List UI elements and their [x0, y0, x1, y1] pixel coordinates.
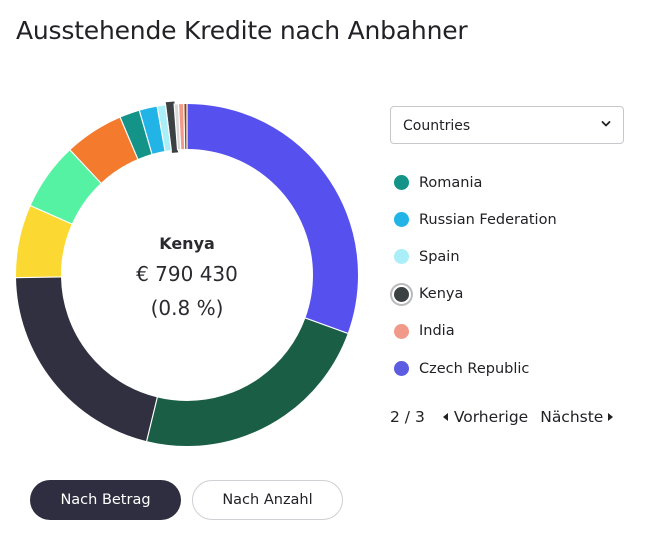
legend-label: Romania: [419, 174, 483, 191]
legend-dot-icon: [394, 212, 409, 228]
legend-label: Spain: [419, 248, 460, 265]
legend-item[interactable]: Russian Federation: [394, 201, 644, 238]
legend-item[interactable]: India: [394, 313, 644, 350]
legend-label: India: [419, 323, 455, 340]
slice-separator: [15, 276, 63, 279]
legend-item[interactable]: Czech Republic: [394, 350, 644, 387]
by-amount-button[interactable]: Nach Betrag: [30, 480, 181, 520]
center-country-name: Kenya: [159, 234, 215, 253]
donut-slice-unlabeled[interactable]: [16, 104, 358, 446]
center-percent: (0.8 %): [150, 296, 224, 320]
chart-legend: Romania Russian Federation Spain Kenya India…: [394, 164, 644, 387]
legend-item[interactable]: Kenya: [394, 276, 644, 313]
next-page-label: Nächste: [540, 408, 604, 426]
legend-dot-icon: [394, 286, 409, 302]
page-title: Ausstehende Kredite nach Anbahner: [16, 16, 468, 45]
grouping-select-value: Countries: [403, 118, 471, 134]
legend-dot-icon: [394, 361, 409, 377]
previous-page-button[interactable]: Vorherige: [442, 408, 529, 426]
donut-chart: Kenya € 790 430 (0.8 %): [0, 86, 374, 460]
slice-separator: [119, 116, 139, 161]
donut-chart-svg: [13, 101, 361, 449]
chevron-down-icon: [601, 121, 611, 127]
legend-item[interactable]: Romania: [394, 164, 644, 201]
slice-separator: [156, 105, 166, 153]
legend-label: Russian Federation: [419, 211, 557, 228]
slice-separator: [164, 104, 172, 152]
slice-separator: [69, 149, 103, 185]
next-page-button[interactable]: Nächste: [540, 408, 614, 426]
donut-slice-unlabeled[interactable]: [16, 104, 358, 446]
legend-item[interactable]: Spain: [394, 238, 644, 275]
legend-dot-icon: [394, 175, 409, 191]
center-amount: € 790 430: [136, 262, 238, 286]
legend-pager: 2 / 3 Vorherige Nächste: [390, 406, 614, 428]
slice-separator: [173, 103, 179, 151]
grouping-select[interactable]: Countries: [390, 106, 624, 144]
by-count-button[interactable]: Nach Anzahl: [192, 480, 343, 520]
legend-label: Czech Republic: [419, 360, 530, 377]
slice-separator: [177, 103, 182, 151]
slice-separator: [138, 109, 153, 156]
pager-count: 2 / 3: [390, 408, 425, 426]
triangle-right-icon: [608, 413, 614, 421]
slice-separator: [145, 396, 159, 443]
slice-separator: [183, 103, 186, 151]
legend-dot-icon: [394, 323, 409, 339]
previous-page-label: Vorherige: [453, 408, 529, 426]
legend-dot-icon: [394, 249, 409, 265]
triangle-left-icon: [442, 413, 448, 421]
slice-separator: [304, 317, 349, 335]
legend-label: Kenya: [419, 286, 464, 303]
slice-separator: [29, 204, 73, 225]
